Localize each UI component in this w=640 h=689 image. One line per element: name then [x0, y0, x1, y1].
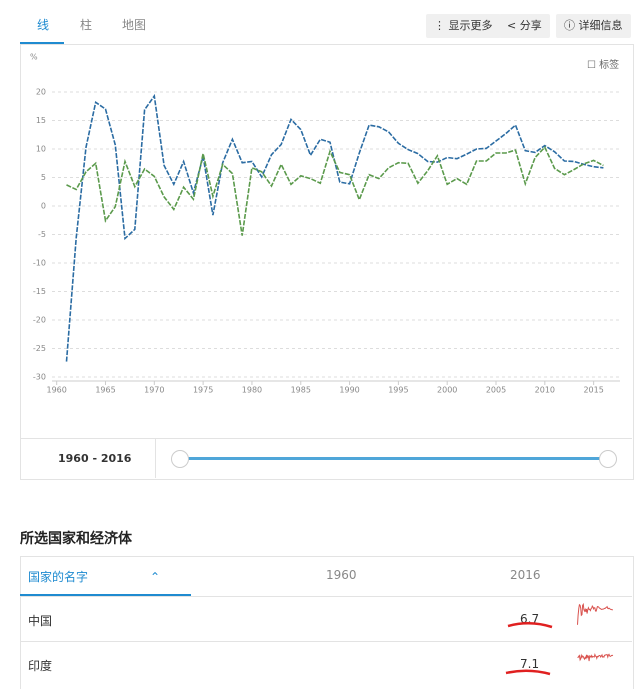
divider: [21, 438, 632, 439]
header-cell: 1960: [326, 568, 357, 582]
x-tick-label: 1995: [388, 386, 408, 395]
y-tick-label: -5: [38, 230, 46, 239]
x-tick-label: 2000: [437, 386, 457, 395]
value-cell: 7.1: [520, 657, 540, 671]
y-tick-label: -10: [33, 259, 46, 268]
slider-handle[interactable]: [171, 450, 189, 468]
row-divider: [21, 641, 632, 642]
slider-track: [180, 457, 608, 460]
x-tick-label: 2005: [486, 386, 506, 395]
red-underline: [507, 622, 553, 629]
button-label: 显示更多: [448, 19, 493, 32]
tab-underline: [20, 42, 64, 44]
tab[interactable]: 地图: [122, 18, 147, 32]
more-button[interactable]: ⋮ 显示更多: [426, 14, 501, 38]
y-tick-label: -15: [33, 287, 46, 296]
sparkline: [577, 653, 614, 662]
x-tick-label: 1975: [193, 386, 213, 395]
checkbox-label: 标签: [599, 60, 620, 71]
range-label: 1960 - 2016: [58, 452, 132, 465]
red-underline: [505, 669, 551, 676]
section-title: 所选国家和经济体: [20, 531, 132, 547]
x-tick-label: 1960: [47, 386, 67, 395]
x-tick-label: 1965: [95, 386, 115, 395]
y-tick-label: 20: [36, 88, 46, 97]
y-axis-label: %: [30, 53, 38, 62]
country-cell: 印度: [28, 659, 53, 673]
x-tick-label: 2010: [535, 386, 555, 395]
series-line: [65, 93, 604, 362]
x-tick-label: 1990: [339, 386, 359, 395]
chart-box: [20, 44, 634, 480]
header-cell[interactable]: 国家的名字 ⌃: [28, 570, 161, 584]
y-tick-label: -20: [33, 316, 46, 325]
series-line: [66, 145, 604, 236]
y-tick-label: 0: [41, 202, 46, 211]
x-tick-label: 1970: [144, 386, 164, 395]
y-tick-label: 10: [36, 145, 46, 154]
x-tick-label: 1985: [291, 386, 311, 395]
chart: % -30 -25 -20 -15 -10 -5 0 5 10 15 20 1960 1965 1970 1…: [30, 53, 620, 395]
sparkline: [577, 602, 613, 625]
table: [20, 556, 634, 689]
y-tick-label: -25: [33, 344, 46, 353]
sort-underline: [20, 594, 191, 596]
x-tick-label: 1980: [242, 386, 262, 395]
y-tick-label: 15: [36, 116, 46, 125]
y-tick-label: 5: [41, 173, 46, 182]
button-label: 详细信息: [578, 19, 623, 32]
button-label: 分享: [519, 19, 542, 32]
share-button[interactable]: < 分享: [499, 14, 550, 38]
divider: [155, 439, 156, 478]
details-button[interactable]: ⓘ 详细信息: [556, 14, 631, 38]
header-text: 国家的名字: [28, 570, 89, 584]
x-tick-label: 2015: [583, 386, 603, 395]
label-checkbox[interactable]: ☐ 标签: [587, 60, 620, 71]
row-divider: [21, 596, 632, 597]
tab[interactable]: 柱: [80, 18, 93, 32]
country-cell: 中国: [28, 614, 53, 628]
tab[interactable]: 线: [37, 18, 50, 32]
slider-handle[interactable]: [599, 450, 617, 468]
y-tick-label: -30: [33, 373, 46, 382]
annotations: [505, 602, 614, 676]
header-cell: 2016: [510, 568, 541, 582]
